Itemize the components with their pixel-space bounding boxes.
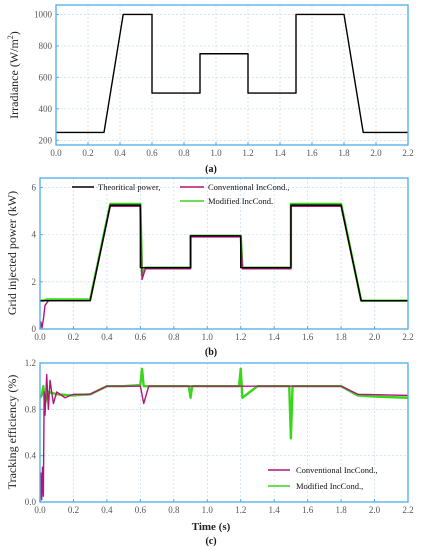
x-tick-label-a-8: 1.6 [306, 148, 318, 158]
chart-panel-b: 0.0 0.2 0.4 0.6 0.8 1.0 1.2 1.4 1.6 1.8 2.0 2.2 0 2 4… [5, 177, 414, 358]
x-tick-label-c-3: 0.6 [135, 505, 147, 515]
series-line-a-irradiance [56, 13, 408, 134]
y-tick-label-b-0: 0 [32, 324, 37, 334]
plot-frame-c [39, 362, 409, 503]
x-tick-label-b-9: 1.8 [335, 332, 347, 342]
y-tick-label-b-2: 4 [32, 230, 37, 240]
plot-frame-a [55, 4, 409, 146]
series-line-c-conventional-inccond [39, 373, 409, 503]
y-tick-label-a-4: 1000 [34, 9, 53, 19]
legend-b: Theoritical power, Conventional IncCond.… [72, 182, 289, 206]
x-tick-label-b-10: 2.0 [369, 332, 381, 342]
panel-label-b: (b) [205, 347, 217, 358]
plot-frame-b [39, 177, 409, 330]
series-line-b-conventional-inccond [39, 205, 408, 330]
panel-label-c: (c) [205, 536, 216, 547]
series-layer-c [39, 367, 409, 503]
x-tick-label-c-1: 0.2 [68, 505, 79, 515]
x-tick-label-c-2: 0.4 [101, 505, 113, 515]
x-tick-label-c-11: 2.2 [402, 505, 413, 515]
series-layer-a [56, 13, 408, 134]
x-tick-label-a-9: 1.8 [338, 148, 350, 158]
x-ticks-b: 0.0 0.2 0.4 0.6 0.8 1.0 1.2 1.4 1.6 1.8 2.0 2.2 [34, 326, 414, 342]
x-tick-label-a-7: 1.4 [274, 148, 286, 158]
x-tick-label-b-5: 1.0 [202, 332, 214, 342]
panel-label-a: (a) [205, 164, 217, 175]
chart-panel-c: 0.0 0.2 0.4 0.6 0.8 1.0 1.2 1.4 1.6 1.8 2.0 2.2 0.0… [5, 358, 414, 547]
legend-label-modified-c: Modified IncCond., [296, 481, 363, 491]
x-tick-label-c-0: 0.0 [34, 505, 46, 515]
y-tick-label-a-0: 200 [39, 135, 53, 145]
x-tick-label-a-1: 0.2 [82, 148, 93, 158]
x-tick-label-b-8: 1.6 [302, 332, 314, 342]
x-tick-label-c-5: 1.0 [202, 505, 214, 515]
x-tick-label-a-2: 0.4 [114, 148, 126, 158]
series-layer-b [39, 202, 408, 330]
series-line-b-theoritical-power [40, 204, 408, 302]
y-tick-label-a-3: 800 [39, 41, 53, 51]
x-tick-label-b-4: 0.8 [168, 332, 180, 342]
x-tick-label-c-10: 2.0 [369, 505, 381, 515]
x-tick-label-b-11: 2.2 [402, 332, 413, 342]
x-tick-label-b-0: 0.0 [34, 332, 46, 342]
x-ticks-c: 0.0 0.2 0.4 0.6 0.8 1.0 1.2 1.4 1.6 1.8 2.0 2.2 [34, 499, 414, 515]
y-ticks-b: 0 2 4 6 [32, 182, 43, 334]
series-line-c-modified-inccond [39, 367, 409, 440]
x-axis-title-c: Time (s) [192, 521, 231, 533]
grid-a [55, 5, 409, 145]
legend-label-modified: Modified IncCond. [208, 196, 273, 206]
y-axis-title-a: Irradiance (W/m2) [6, 31, 21, 119]
y-axis-title-b: Grid injected power (kW) [5, 191, 19, 315]
y-tick-label-c-0: 0.0 [25, 497, 37, 507]
y-tick-label-a-1: 400 [39, 104, 53, 114]
y-tick-label-b-1: 2 [32, 277, 37, 287]
x-tick-label-a-5: 1.0 [210, 148, 222, 158]
series-line-b-modified-inccond [40, 202, 408, 302]
x-tick-label-c-4: 0.8 [168, 505, 180, 515]
legend-label-conventional: Conventional IncCond., [208, 182, 289, 192]
y-tick-label-c-2: 0.8 [25, 404, 37, 414]
x-tick-label-a-6: 1.2 [242, 148, 253, 158]
x-tick-label-a-10: 2.0 [370, 148, 382, 158]
x-tick-label-b-7: 1.4 [269, 332, 281, 342]
x-ticks-a: 0.0 0.2 0.4 0.6 0.8 1.0 1.2 1.4 1.6 1.8 2.0 2.2 [50, 142, 414, 158]
y-tick-label-b-3: 6 [32, 182, 37, 192]
x-tick-label-a-0: 0.0 [50, 148, 62, 158]
y-tick-label-c-1: 0.4 [25, 451, 37, 461]
chart-panel-a: 0.0 0.2 0.4 0.6 0.8 1.0 1.2 1.4 1.6 1.8 2.0 2.2 200… [6, 4, 414, 175]
y-tick-label-a-2: 600 [39, 72, 53, 82]
y-ticks-c: 0.0 0.4 0.8 1.2 [25, 358, 43, 507]
legend-label-conventional-c: Conventional IncCond., [296, 465, 377, 475]
x-tick-label-c-6: 1.2 [235, 505, 246, 515]
x-tick-label-b-6: 1.2 [235, 332, 246, 342]
x-tick-label-a-11: 2.2 [402, 148, 413, 158]
x-tick-label-b-1: 0.2 [68, 332, 79, 342]
y-axis-title-c: Tracking efficiency (%) [5, 375, 19, 490]
legend-label-theoretical: Theoritical power, [98, 182, 160, 192]
x-tick-label-b-3: 0.6 [135, 332, 147, 342]
legend-c: Conventional IncCond., Modified IncCond.… [268, 465, 377, 491]
x-tick-label-a-3: 0.6 [146, 148, 158, 158]
x-tick-label-c-7: 1.4 [269, 505, 281, 515]
y-ticks-a: 200 400 600 800 1000 [34, 9, 59, 145]
x-tick-label-c-8: 1.6 [302, 505, 314, 515]
x-tick-label-b-2: 0.4 [101, 332, 113, 342]
x-tick-label-a-4: 0.8 [178, 148, 190, 158]
x-tick-label-c-9: 1.8 [335, 505, 347, 515]
y-tick-label-c-3: 1.2 [25, 358, 36, 368]
